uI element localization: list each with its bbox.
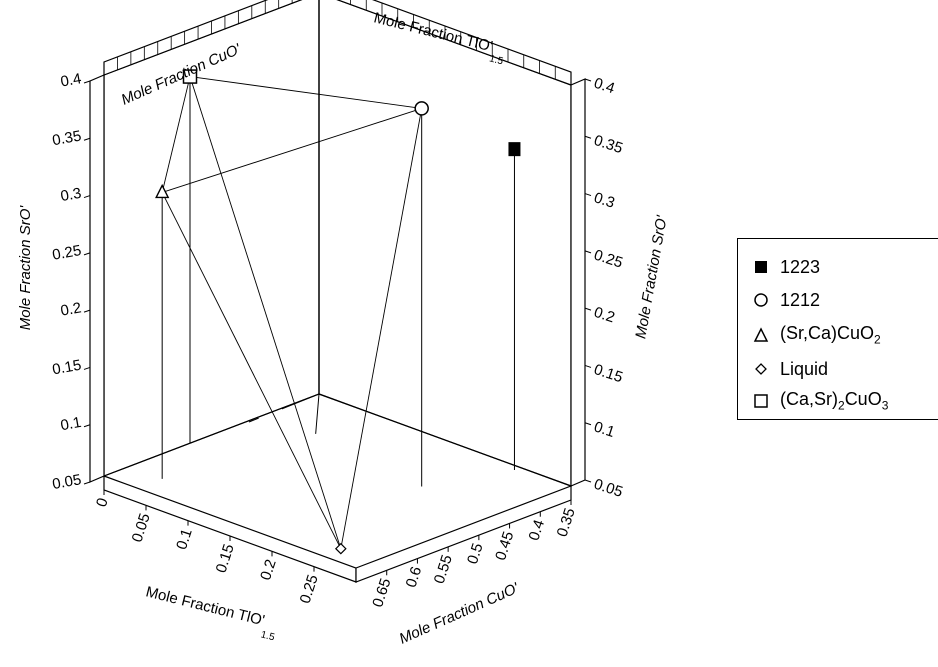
z-tick-label-left: 0.25 [51, 242, 83, 264]
z-tick-label-right: 0.25 [592, 246, 625, 271]
left-wall-top [103, 0, 303, 76]
x-tick-label: 0.25 [297, 573, 322, 606]
tie-line [340, 108, 423, 549]
legend: 1223 1212 (Sr,Ca)CuO2 Liquid (Ca,Sr)2CuO… [737, 238, 938, 420]
marker-liquid [334, 542, 347, 555]
marker-1223 [508, 142, 521, 157]
z-tick [584, 193, 592, 197]
x-axis-label: Mole Fraction TlO'1.5 [141, 583, 280, 643]
z-tick [83, 481, 91, 485]
z-tick-label-right: 0.4 [592, 75, 617, 98]
z-tick [83, 424, 91, 428]
back-label-tlo: Mole Fraction TlO'1.5 [370, 9, 508, 67]
z-tick [83, 137, 91, 141]
legend-item-srca-cuo2: (Sr,Ca)CuO2 [752, 323, 881, 347]
tick-labels: 0.05 0.05 0.1 0.1 0.15 0.15 0.2 0.2 0.25 0.25 0.3 0… [51, 70, 625, 609]
z-tick [83, 366, 91, 370]
z-tick-label-right: 0.05 [592, 476, 625, 501]
z-tick [584, 78, 592, 82]
marker-casr2-cuo3 [182, 69, 198, 84]
left-wall-side [89, 74, 105, 483]
tie-line [189, 76, 422, 109]
tie-line [162, 108, 422, 193]
z-tick [584, 479, 592, 483]
z-axis-label-left: Mole Fraction SrO' [17, 205, 34, 331]
z-tick [584, 364, 592, 368]
x-tick-label: 0.15 [213, 542, 238, 575]
filled-square-icon [752, 258, 770, 276]
plot-box-frame [83, 0, 592, 583]
tie-lines [161, 76, 423, 549]
z-tick-label-right: 0.3 [592, 189, 617, 212]
tie-line [189, 76, 342, 549]
right-wall [318, 0, 572, 487]
z-tick [584, 422, 592, 426]
circle-icon [752, 291, 770, 309]
z-tick-label-right: 0.1 [592, 418, 617, 441]
z-tick-label-right: 0.2 [592, 304, 617, 327]
z-tick-label-left: 0.2 [59, 299, 82, 319]
marker-srca-cuo2 [155, 183, 170, 199]
tie-line [161, 76, 191, 193]
z-tick-label-left: 0.35 [51, 127, 83, 149]
z-tick-label-left: 0.15 [51, 357, 83, 379]
right-wall-top [336, 0, 572, 86]
z-tick-label-right: 0.35 [592, 132, 625, 157]
z-tick-label-left: 0.4 [59, 70, 82, 90]
floor-inner-line [313, 393, 320, 455]
z-tick [83, 80, 91, 84]
tie-line [161, 192, 342, 549]
x-tick-label: 0 [93, 496, 112, 509]
marker-1212 [414, 101, 429, 116]
x-tick-label: 0.05 [129, 511, 154, 544]
legend-item-1223: 1223 [752, 255, 820, 279]
y-tick-label: 0.4 [525, 518, 548, 543]
y-tick-label: 0.45 [492, 529, 517, 562]
y-tick-label: 0.6 [403, 565, 426, 590]
y-tick-label: 0.55 [431, 553, 456, 586]
z-tick [584, 307, 592, 311]
left-wall [103, 0, 320, 477]
y-tick-label: 0.65 [369, 576, 394, 609]
z-tick [584, 135, 592, 139]
z-tick-label-right: 0.15 [592, 361, 625, 386]
drop-lines [161, 76, 515, 487]
z-tick [83, 252, 91, 256]
data-markers [155, 69, 521, 555]
z-tick-label-left: 0.3 [59, 185, 82, 205]
y-tick-label: 0.35 [554, 506, 579, 539]
z-tick-label-left: 0.1 [59, 414, 82, 434]
z-tick [83, 195, 91, 199]
legend-item-casr2-cuo3: (Ca,Sr)2CuO3 [752, 389, 888, 413]
x-tick-label: 0.1 [173, 527, 196, 552]
right-wall-side [570, 78, 586, 487]
y-tick-label: 0.5 [464, 541, 487, 566]
x-tick-label: 0.2 [257, 557, 280, 582]
triangle-icon [752, 326, 770, 344]
legend-item-liquid: Liquid [752, 357, 828, 381]
z-tick [83, 309, 91, 313]
z-tick-label-left: 0.05 [51, 471, 83, 493]
diamond-icon [752, 360, 770, 378]
legend-item-1212: 1212 [752, 288, 820, 312]
z-tick [584, 250, 592, 254]
ternary-3d-chart: 0.05 0.05 0.1 0.1 0.15 0.15 0.2 0.2 0.25 0.25 0.3 0… [17, 0, 671, 648]
open-square-icon [752, 392, 770, 410]
z-axis-label-right: Mole Fraction SrO' [632, 213, 671, 340]
